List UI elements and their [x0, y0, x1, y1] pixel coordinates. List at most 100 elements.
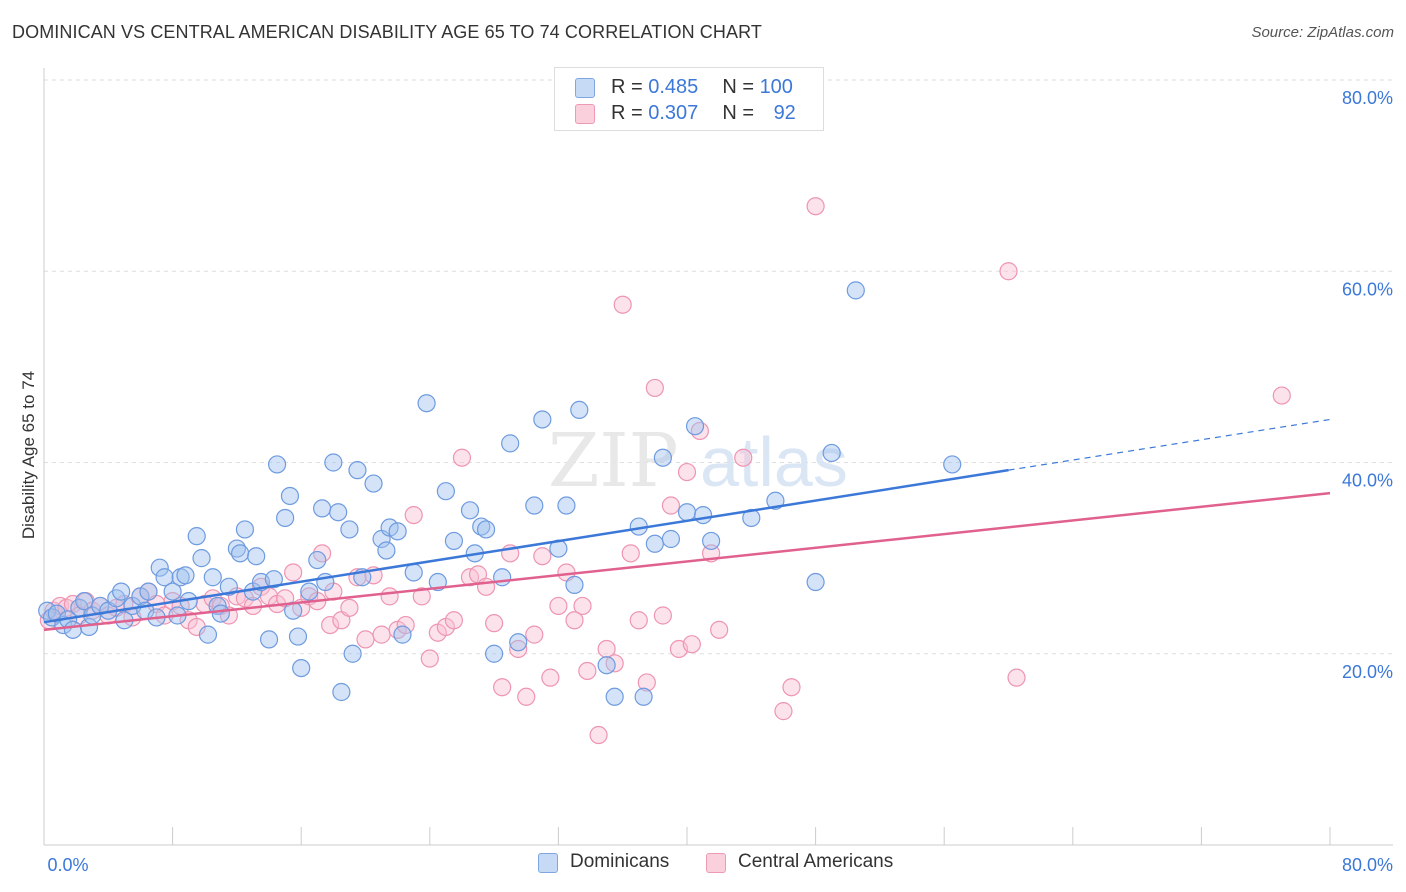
dominican-point	[329, 503, 348, 522]
tick-labels: 20.0% 40.0% 60.0% 80.0% 0.0% 80.0%	[47, 88, 1393, 875]
r-label: R =	[611, 76, 649, 98]
central-american-point	[1007, 668, 1026, 687]
r-value: 0.485	[648, 76, 699, 98]
x-tick-label: 0.0%	[47, 855, 88, 875]
dominican-point	[436, 482, 455, 501]
legend-swatch-dominicans	[538, 853, 558, 873]
n-label: N =	[722, 102, 760, 124]
trend-line	[43, 491, 1331, 632]
n-value: 92	[773, 102, 796, 124]
dominican-point	[634, 687, 653, 706]
stats-text: R = 0.485 N = 100	[611, 76, 793, 99]
dominican-point	[259, 630, 279, 649]
x-tick-label: 80.0%	[1342, 855, 1393, 875]
watermark: ZIP atlas	[548, 418, 848, 504]
source-label: Source: ZipAtlas.com	[1251, 24, 1394, 41]
dominican-point	[476, 520, 496, 539]
dominican-point	[846, 281, 865, 300]
dominican-point	[203, 568, 222, 587]
dominican-point	[211, 604, 230, 623]
dominican-point	[605, 687, 624, 706]
n-label: N =	[722, 76, 760, 98]
dominican-point	[661, 529, 681, 549]
dominican-point	[343, 644, 362, 663]
dominican-point	[693, 505, 713, 525]
dominican-point	[340, 520, 359, 539]
central-american-point	[476, 577, 496, 596]
dominican-point	[806, 572, 825, 592]
dominican-point	[653, 448, 672, 467]
dominican-point	[597, 656, 616, 675]
dominican-point	[472, 517, 491, 536]
dominican-point	[276, 508, 295, 528]
watermark-zip: ZIP	[548, 418, 678, 504]
dominican-point	[444, 531, 464, 551]
legend-label-central-americans: Central Americans	[738, 851, 894, 872]
dominican-point	[264, 570, 283, 589]
dominican-point	[348, 461, 367, 480]
central-american-point	[734, 448, 753, 467]
dominican-point	[525, 496, 544, 515]
dominican-point	[235, 520, 255, 539]
central-american-point	[589, 725, 608, 745]
central-american-point	[621, 544, 640, 563]
trend-line	[43, 468, 1009, 624]
central-american-point	[321, 615, 340, 635]
dominican-point	[943, 455, 962, 474]
y-tick-label: 60.0%	[1342, 279, 1393, 299]
central-american-point	[396, 615, 415, 635]
dominican-point	[332, 682, 351, 702]
grid-lines	[44, 79, 1393, 655]
dominican-point	[292, 658, 311, 678]
dominican-point	[47, 604, 66, 623]
y-axis-label: Disability Age 65 to 74	[19, 371, 38, 539]
dominican-point	[501, 434, 520, 453]
central-american-point	[653, 606, 672, 625]
dominican-point	[460, 501, 480, 520]
central-american-point	[645, 378, 664, 398]
dominican-point	[231, 544, 250, 563]
dominican-point	[533, 410, 552, 429]
dominican-point	[150, 558, 169, 577]
dominican-point	[280, 486, 300, 506]
central-american-point	[444, 611, 464, 630]
central-american-point	[412, 587, 431, 606]
central-american-point	[485, 614, 504, 633]
dominican-point	[139, 582, 158, 601]
central-american-point	[774, 702, 793, 721]
legend-label-dominicans: Dominicans	[570, 851, 670, 872]
dominican-point	[163, 582, 182, 601]
trend-line-extension	[1008, 418, 1331, 471]
stats-text: R = 0.307 N = 92	[611, 102, 796, 125]
central-american-point	[806, 197, 825, 216]
central-american-point	[1272, 386, 1291, 405]
dominican-point	[308, 550, 327, 570]
dominican-point	[219, 577, 238, 596]
central-american-point	[661, 496, 681, 515]
dominican-point	[485, 644, 504, 663]
central-american-point	[637, 673, 656, 692]
dominican-point	[364, 474, 383, 493]
dominican-point	[324, 453, 343, 472]
dominican-point	[300, 582, 319, 601]
dominican-point	[176, 566, 195, 585]
r-value: 0.307	[648, 102, 699, 124]
central-american-point	[629, 611, 648, 630]
dominican-point	[312, 499, 332, 518]
dominican-point	[63, 620, 83, 639]
watermark-atlas: atlas	[700, 423, 848, 501]
central-american-point	[380, 587, 399, 606]
central-american-point	[999, 262, 1018, 281]
y-tick-label: 20.0%	[1342, 662, 1393, 682]
dominican-point	[388, 522, 407, 541]
dominican-point	[288, 627, 308, 646]
dominican-point	[565, 575, 584, 595]
dominican-point	[570, 400, 589, 420]
dominican-point	[493, 568, 512, 587]
central-american-point	[565, 611, 584, 630]
central-american-point	[284, 563, 303, 582]
legend-swatch-dominicans	[575, 78, 595, 98]
central-american-point	[525, 625, 544, 644]
central-american-point	[509, 639, 528, 659]
